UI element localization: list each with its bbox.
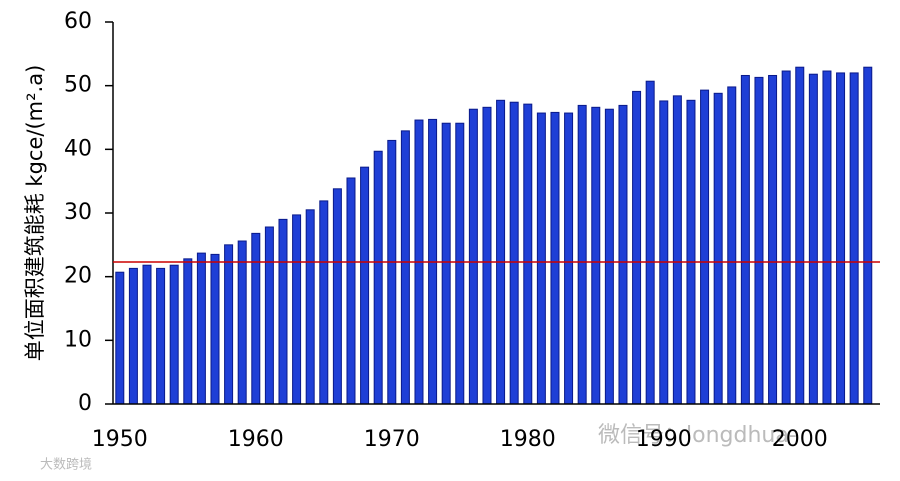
bar <box>237 240 247 405</box>
bar <box>142 264 152 405</box>
bar <box>618 104 628 405</box>
x-tick-label: 1970 <box>364 427 420 452</box>
bar <box>441 122 451 405</box>
y-tick-label: 50 <box>64 73 92 98</box>
bar <box>373 150 383 405</box>
bar <box>604 108 614 405</box>
bar <box>686 99 696 405</box>
bar <box>332 188 342 405</box>
bar <box>523 103 533 405</box>
bar <box>468 108 478 405</box>
bar <box>849 72 859 405</box>
bar <box>346 177 356 405</box>
bar <box>496 99 506 405</box>
bar <box>128 267 138 405</box>
bar <box>278 218 288 405</box>
bar <box>808 73 818 405</box>
bar <box>387 139 397 405</box>
bar <box>700 89 710 405</box>
y-axis-label: 单位面积建筑能耗 kgce/(m².a) <box>23 65 47 362</box>
y-tick-label: 10 <box>64 327 92 352</box>
bar <box>455 122 465 405</box>
bar <box>659 100 669 405</box>
y-tick-label: 60 <box>64 9 92 34</box>
bar <box>264 226 274 405</box>
watermark: 大数跨境 <box>40 458 92 473</box>
bar <box>196 252 206 405</box>
bar <box>536 112 546 405</box>
y-tick-label: 0 <box>78 391 92 416</box>
bar <box>224 244 234 405</box>
y-tick-label: 40 <box>64 136 92 161</box>
bar <box>795 66 805 405</box>
bar <box>156 267 166 405</box>
bar <box>482 106 492 405</box>
bar <box>251 232 261 405</box>
bar <box>183 258 193 405</box>
watermark: 微信号：longdhua- <box>598 423 797 448</box>
bar <box>591 106 601 405</box>
y-tick-label: 30 <box>64 200 92 225</box>
bar <box>305 209 315 405</box>
bar <box>210 253 220 405</box>
bar <box>781 70 791 405</box>
bar <box>754 76 764 405</box>
x-tick-label: 1990 <box>636 427 692 452</box>
bar <box>400 130 410 405</box>
x-tick-label: 2000 <box>772 427 828 452</box>
bar <box>564 112 574 405</box>
bar <box>822 70 832 405</box>
x-tick-label: 1950 <box>92 427 148 452</box>
bar <box>672 95 682 405</box>
bar <box>360 166 370 405</box>
bar <box>863 66 873 405</box>
bar <box>509 101 519 405</box>
bar <box>713 92 723 405</box>
x-tick-label: 1980 <box>500 427 556 452</box>
x-tick-label: 1960 <box>228 427 284 452</box>
bar <box>577 104 587 405</box>
y-tick-label: 20 <box>64 264 92 289</box>
bar <box>632 90 642 405</box>
bar <box>319 200 329 405</box>
bar <box>115 271 125 405</box>
bar <box>292 214 302 405</box>
bar <box>727 86 737 405</box>
bar <box>169 264 179 405</box>
bar <box>768 74 778 405</box>
bar <box>550 111 560 405</box>
bar <box>836 72 846 405</box>
bar <box>645 80 655 405</box>
bar <box>740 74 750 405</box>
